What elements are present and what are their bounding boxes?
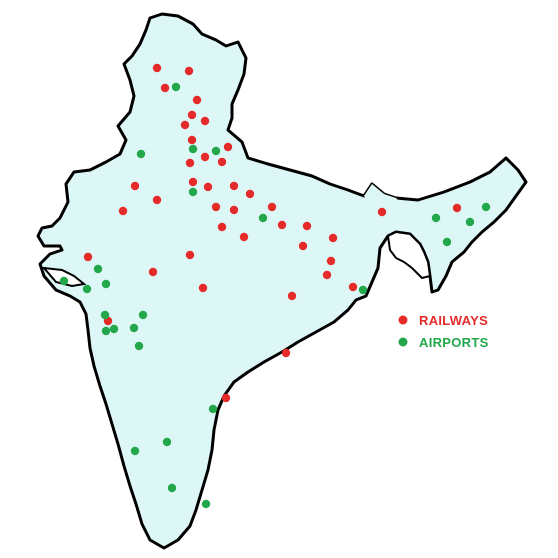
airport-marker	[93, 264, 103, 274]
airport-marker	[208, 404, 218, 414]
airport-marker	[188, 144, 198, 154]
airport-marker	[167, 483, 177, 493]
railway-marker	[348, 282, 358, 292]
railway-marker	[267, 202, 277, 212]
railway-marker	[326, 256, 336, 266]
airport-marker	[109, 324, 119, 334]
airport-marker	[59, 276, 69, 286]
railway-marker	[160, 83, 170, 93]
legend-label-airports: AIRPORTS	[419, 335, 489, 350]
railway-marker	[192, 95, 202, 105]
legend-item-railways: RAILWAYS	[398, 313, 488, 328]
airport-marker	[162, 437, 172, 447]
airport-marker	[188, 187, 198, 197]
railway-marker	[229, 181, 239, 191]
railway-marker	[281, 348, 291, 358]
railway-marker	[211, 202, 221, 212]
airport-marker	[358, 285, 368, 295]
railway-markers	[83, 63, 462, 403]
airport-marker	[100, 310, 110, 320]
railway-marker	[328, 233, 338, 243]
railway-marker	[188, 177, 198, 187]
railway-marker	[223, 142, 233, 152]
airport-marker	[201, 499, 211, 509]
airport-marker	[258, 213, 268, 223]
airport-marker	[82, 284, 92, 294]
railway-marker	[287, 291, 297, 301]
railway-marker	[148, 267, 158, 277]
airport-marker	[211, 146, 221, 156]
railway-marker	[83, 252, 93, 262]
railway-marker	[198, 283, 208, 293]
railway-marker	[322, 270, 332, 280]
railway-marker	[152, 63, 162, 73]
airport-marker	[136, 149, 146, 159]
airport-marker	[465, 217, 475, 227]
airport-marker	[129, 323, 139, 333]
legend-swatch-railways	[398, 315, 408, 325]
bangladesh-gap	[386, 230, 432, 280]
railway-marker	[185, 158, 195, 168]
railway-marker	[118, 206, 128, 216]
legend: RAILWAYS AIRPORTS	[398, 313, 489, 350]
railway-marker	[298, 241, 308, 251]
airport-marker	[134, 341, 144, 351]
airport-marker	[101, 279, 111, 289]
railway-marker	[200, 116, 210, 126]
railway-marker	[217, 222, 227, 232]
india-mainland	[36, 12, 528, 550]
siliguri-corridor	[364, 184, 406, 214]
railway-marker	[152, 195, 162, 205]
railway-marker	[245, 189, 255, 199]
legend-label-railways: RAILWAYS	[419, 313, 488, 328]
railway-marker	[302, 221, 312, 231]
railway-marker	[200, 152, 210, 162]
railway-marker	[217, 157, 227, 167]
airport-marker	[481, 202, 491, 212]
airport-marker	[442, 237, 452, 247]
railway-marker	[187, 110, 197, 120]
airport-marker	[171, 82, 181, 92]
airport-marker	[138, 310, 148, 320]
airport-marker	[101, 326, 111, 336]
airport-marker	[130, 446, 140, 456]
railway-marker	[184, 66, 194, 76]
railway-marker	[180, 120, 190, 130]
railway-marker	[130, 181, 140, 191]
airport-marker	[431, 213, 441, 223]
legend-swatch-airports	[398, 337, 408, 347]
legend-item-airports: AIRPORTS	[398, 335, 489, 350]
railway-marker	[229, 205, 239, 215]
railway-marker	[377, 207, 387, 217]
railway-marker	[187, 135, 197, 145]
railway-marker	[277, 220, 287, 230]
railway-marker	[203, 182, 213, 192]
railway-marker	[452, 203, 462, 213]
railway-marker	[239, 232, 249, 242]
railway-marker	[221, 393, 231, 403]
railway-marker	[185, 250, 195, 260]
airport-markers	[59, 82, 491, 509]
